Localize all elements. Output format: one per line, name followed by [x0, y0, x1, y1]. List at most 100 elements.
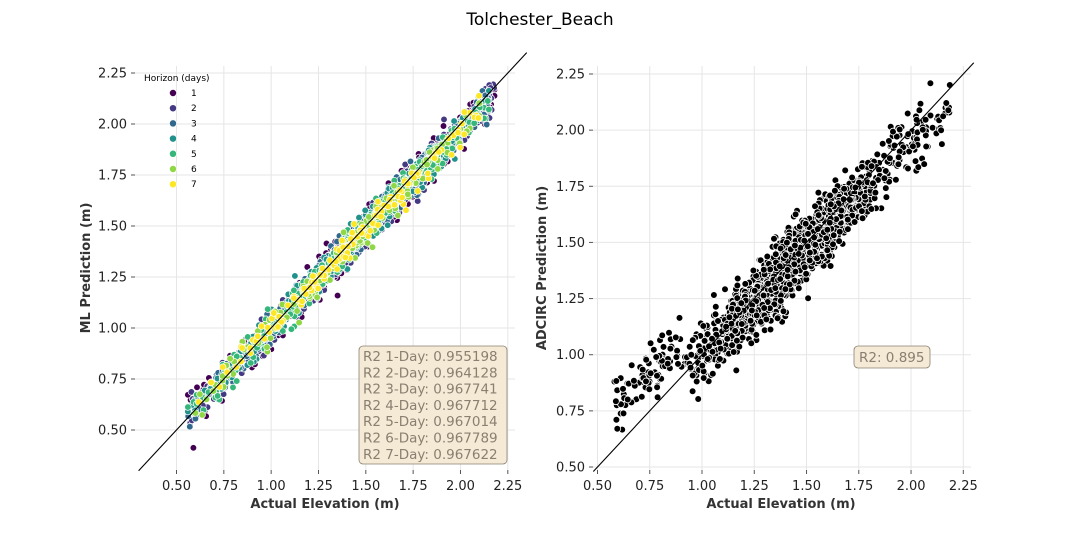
- adcirc-point: [685, 342, 694, 351]
- adcirc-point: [741, 280, 750, 288]
- y-tick-label: 1.25: [556, 292, 585, 307]
- adcirc-point: [766, 265, 774, 274]
- adcirc-point: [791, 267, 800, 276]
- adcirc-point: [729, 348, 738, 356]
- ml-point-horizon-7: [398, 193, 406, 202]
- y-tick-label: 0.50: [98, 424, 127, 439]
- y-tick-label: 1.50: [98, 220, 127, 235]
- adcirc-point: [612, 377, 621, 385]
- ml-point-horizon-7: [454, 128, 462, 137]
- x-tick-label: 1.75: [399, 479, 428, 494]
- ml-point-horizon-7: [257, 322, 266, 330]
- r2-line-6-day: R2 6-Day: 0.967789: [363, 431, 498, 447]
- adcirc-point: [666, 344, 675, 353]
- adcirc-point: [775, 262, 784, 271]
- ml-point-horizon-6: [313, 293, 321, 301]
- x-tick-label: 0.50: [162, 479, 191, 494]
- adcirc-point: [756, 256, 765, 265]
- adcirc-point: [926, 79, 935, 87]
- x-tick-label: 1.25: [740, 479, 769, 494]
- ml-point-horizon-7: [474, 114, 483, 122]
- ml-point-horizon-5: [484, 97, 492, 105]
- adcirc-point: [839, 195, 848, 204]
- y-tick-label: 2.00: [98, 118, 127, 133]
- ml-point-horizon-5: [264, 305, 272, 313]
- legend-marker-5: [169, 149, 177, 158]
- x-tick-label: 1.75: [844, 479, 873, 494]
- adcirc-point: [612, 397, 620, 406]
- adcirc-point: [783, 238, 791, 247]
- ml-point-horizon-7: [377, 212, 385, 221]
- adcirc-point: [915, 106, 924, 114]
- adcirc-point: [759, 291, 768, 300]
- adcirc-point: [831, 187, 839, 195]
- adcirc-point: [705, 342, 713, 351]
- adcirc-point: [711, 310, 720, 319]
- r2-line-1-day: R2 1-Day: 0.955198: [363, 349, 498, 365]
- x-tick-label: 0.75: [635, 479, 664, 494]
- adcirc-point: [762, 315, 771, 324]
- adcirc-point: [825, 219, 834, 227]
- ml-point-horizon-6: [404, 190, 412, 198]
- adcirc-point: [710, 291, 718, 299]
- ml-point-horizon-6: [191, 409, 200, 417]
- ml-point-horizon-7: [298, 297, 306, 305]
- ml-point-horizon-7: [357, 229, 366, 237]
- adcirc-point: [675, 314, 684, 322]
- ml-point-horizon-6: [365, 213, 373, 221]
- ml-point-horizon-5: [229, 383, 237, 392]
- ml-point-horizon-6: [368, 243, 377, 251]
- ml-scatter-points: [138, 52, 528, 472]
- adcirc-point: [746, 316, 755, 325]
- ml-point-horizon-6: [295, 318, 303, 327]
- ticks-left: 0.50 0.75 1.00 1.25 1.50 1.75 2.00 2.25 0.50 0.75…: [98, 67, 522, 495]
- ml-point-horizon-6: [198, 411, 206, 419]
- ml-point-horizon-7: [374, 198, 382, 206]
- adcirc-point: [723, 334, 732, 343]
- adcirc-point: [694, 395, 702, 403]
- adcirc-point: [728, 341, 736, 349]
- legend-label-7: 7: [191, 180, 197, 190]
- adcirc-point: [779, 307, 788, 316]
- ml-point-horizon-7: [366, 227, 374, 235]
- adcirc-point: [892, 175, 900, 184]
- adcirc-point: [889, 127, 897, 136]
- adcirc-point: [794, 284, 803, 293]
- adcirc-point: [918, 126, 927, 134]
- adcirc-point: [844, 225, 852, 233]
- ml-point-horizon-7: [424, 169, 432, 178]
- ml-point-horizon-7: [460, 130, 468, 138]
- adcirc-point: [776, 275, 784, 283]
- adcirc-point: [732, 366, 741, 375]
- adcirc-point: [892, 132, 901, 141]
- adcirc-point: [890, 141, 899, 150]
- adcirc-point: [937, 126, 945, 134]
- adcirc-point: [801, 219, 810, 228]
- ml-point-horizon-7: [402, 206, 410, 214]
- ml-point-horizon-2: [414, 197, 422, 205]
- x-tick-label: 0.75: [209, 479, 238, 494]
- adcirc-point: [696, 347, 705, 355]
- ml-point-horizon-6: [363, 239, 372, 247]
- adcirc-point: [699, 322, 708, 330]
- adcirc-point: [763, 252, 772, 261]
- adcirc-point: [733, 336, 741, 345]
- adcirc-point: [867, 162, 876, 170]
- adcirc-point: [638, 365, 647, 374]
- adcirc-point: [942, 99, 951, 107]
- ml-point-horizon-7: [284, 301, 292, 309]
- adcirc-point: [646, 369, 655, 378]
- ml-point-horizon-1: [193, 383, 201, 391]
- adcirc-point: [665, 328, 673, 337]
- adcirc-point: [619, 409, 628, 418]
- ml-point-horizon-4: [361, 206, 369, 214]
- x-axis-label-right: Actual Elevation (m): [706, 497, 855, 512]
- ml-point-horizon-7: [290, 294, 298, 302]
- adcirc-point: [659, 343, 668, 351]
- ml-point-horizon-4: [450, 117, 458, 125]
- adcirc-point: [783, 266, 792, 274]
- adcirc-point: [715, 338, 723, 347]
- adcirc-point: [905, 147, 913, 156]
